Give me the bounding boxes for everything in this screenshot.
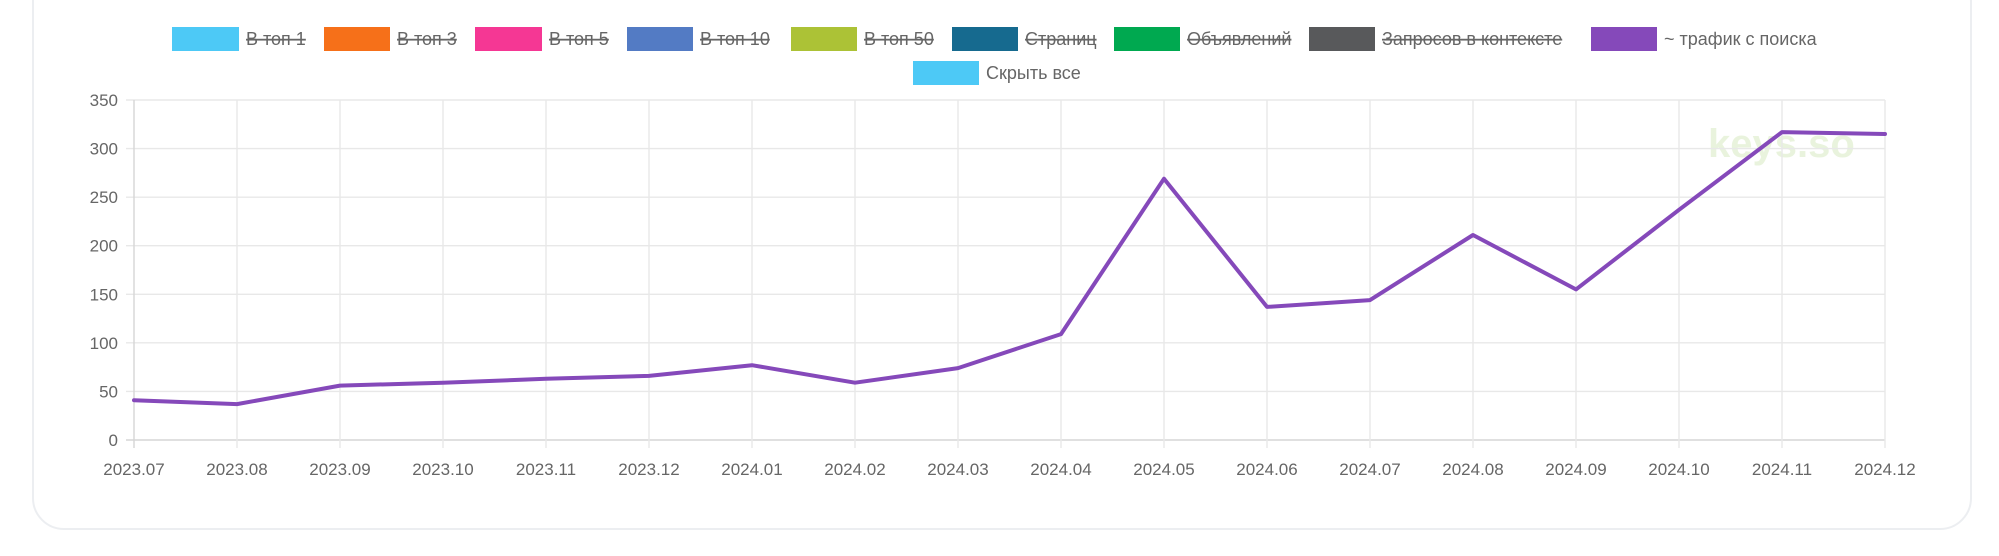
x-tick-label: 2024.12 xyxy=(1854,460,1915,479)
data-point[interactable] xyxy=(1261,301,1273,313)
hide-all-toggle[interactable]: Скрыть все xyxy=(913,61,1081,85)
series-layer xyxy=(128,126,1891,410)
legend-label: В топ 3 xyxy=(397,29,457,49)
legend-label: В топ 1 xyxy=(246,29,306,49)
legend-item-0[interactable]: В топ 1 xyxy=(172,27,306,51)
data-point[interactable] xyxy=(1364,294,1376,306)
legend-label: Запросов в контексте xyxy=(1382,29,1562,49)
x-tick-label: 2023.11 xyxy=(516,460,576,479)
legend-swatch xyxy=(791,27,857,51)
legend-label: В топ 50 xyxy=(864,29,934,49)
x-tick-label: 2024.01 xyxy=(721,460,782,479)
x-tick-label: 2024.08 xyxy=(1442,460,1503,479)
legend-item-5[interactable]: Страниц xyxy=(952,27,1097,51)
x-tick-label: 2024.07 xyxy=(1339,460,1400,479)
chart-grid xyxy=(126,99,1886,448)
y-tick-label: 50 xyxy=(99,382,118,401)
legend-swatch xyxy=(1309,27,1375,51)
chart-card xyxy=(32,0,1972,530)
x-tick-label: 2023.12 xyxy=(618,460,679,479)
data-point[interactable] xyxy=(231,398,243,410)
data-point[interactable] xyxy=(128,394,140,406)
legend-item-6[interactable]: Объявлений xyxy=(1114,27,1291,51)
legend-label: Объявлений xyxy=(1187,29,1291,49)
data-point[interactable] xyxy=(1467,229,1479,241)
legend-swatch xyxy=(172,27,239,51)
hide-all-label: Скрыть все xyxy=(986,63,1081,83)
y-tick-label: 100 xyxy=(90,334,118,353)
y-tick-label: 250 xyxy=(90,188,118,207)
legend-swatch xyxy=(952,27,1018,51)
y-tick-label: 300 xyxy=(90,140,118,159)
data-point[interactable] xyxy=(1570,283,1582,295)
x-tick-label: 2024.06 xyxy=(1236,460,1297,479)
data-point[interactable] xyxy=(849,377,861,389)
data-point[interactable] xyxy=(437,377,449,389)
y-tick-label: 0 xyxy=(109,431,118,450)
data-point[interactable] xyxy=(540,373,552,385)
legend-swatch xyxy=(1114,27,1180,51)
data-point[interactable] xyxy=(334,380,346,392)
data-point[interactable] xyxy=(746,359,758,371)
legend-item-3[interactable]: В топ 10 xyxy=(627,27,770,51)
x-tick-label: 2024.11 xyxy=(1752,460,1812,479)
y-tick-label: 200 xyxy=(90,237,118,256)
hide-all-swatch xyxy=(913,61,979,85)
y-tick-label: 150 xyxy=(90,285,118,304)
legend-label: В топ 5 xyxy=(549,29,609,49)
x-tick-label: 2023.09 xyxy=(309,460,370,479)
legend-item-2[interactable]: В топ 5 xyxy=(475,27,609,51)
data-point[interactable] xyxy=(952,362,964,374)
data-point[interactable] xyxy=(1673,204,1685,216)
legend-swatch xyxy=(324,27,390,51)
legend-swatch xyxy=(627,27,693,51)
x-tick-label: 2023.07 xyxy=(103,460,164,479)
data-point[interactable] xyxy=(1879,128,1891,140)
series-line-0 xyxy=(132,130,1887,407)
x-tick-label: 2024.10 xyxy=(1648,460,1709,479)
legend: В топ 1 В топ 3 В топ 5 В топ 10 В топ 50 Стр… xyxy=(172,27,1818,85)
x-tick-label: 2023.10 xyxy=(412,460,473,479)
y-axis: 0 50 100 150 200 250 300 350 xyxy=(90,91,118,450)
legend-item-7[interactable]: Запросов в контексте xyxy=(1309,27,1562,51)
data-point[interactable] xyxy=(1055,328,1067,340)
legend-label: В топ 10 xyxy=(700,29,770,49)
x-tick-label: 2024.02 xyxy=(824,460,885,479)
legend-swatch xyxy=(1591,27,1657,51)
y-tick-label: 350 xyxy=(90,91,118,110)
legend-label: ~ трафик с поиска xyxy=(1664,29,1818,49)
data-point[interactable] xyxy=(643,370,655,382)
x-tick-label: 2024.04 xyxy=(1030,460,1091,479)
x-axis: 2023.07 2023.08 2023.09 2023.10 2023.11 2023.… xyxy=(103,460,1915,479)
data-point[interactable] xyxy=(1776,126,1788,138)
legend-label: Страниц xyxy=(1025,29,1097,49)
x-tick-label: 2024.09 xyxy=(1545,460,1606,479)
legend-item-8[interactable]: ~ трафик с поиска xyxy=(1591,27,1818,51)
legend-item-1[interactable]: В топ 3 xyxy=(324,27,457,51)
legend-swatch xyxy=(475,27,542,51)
x-tick-label: 2023.08 xyxy=(206,460,267,479)
data-point[interactable] xyxy=(1158,173,1170,185)
x-tick-label: 2024.03 xyxy=(927,460,988,479)
x-tick-label: 2024.05 xyxy=(1133,460,1194,479)
legend-item-4[interactable]: В топ 50 xyxy=(791,27,934,51)
